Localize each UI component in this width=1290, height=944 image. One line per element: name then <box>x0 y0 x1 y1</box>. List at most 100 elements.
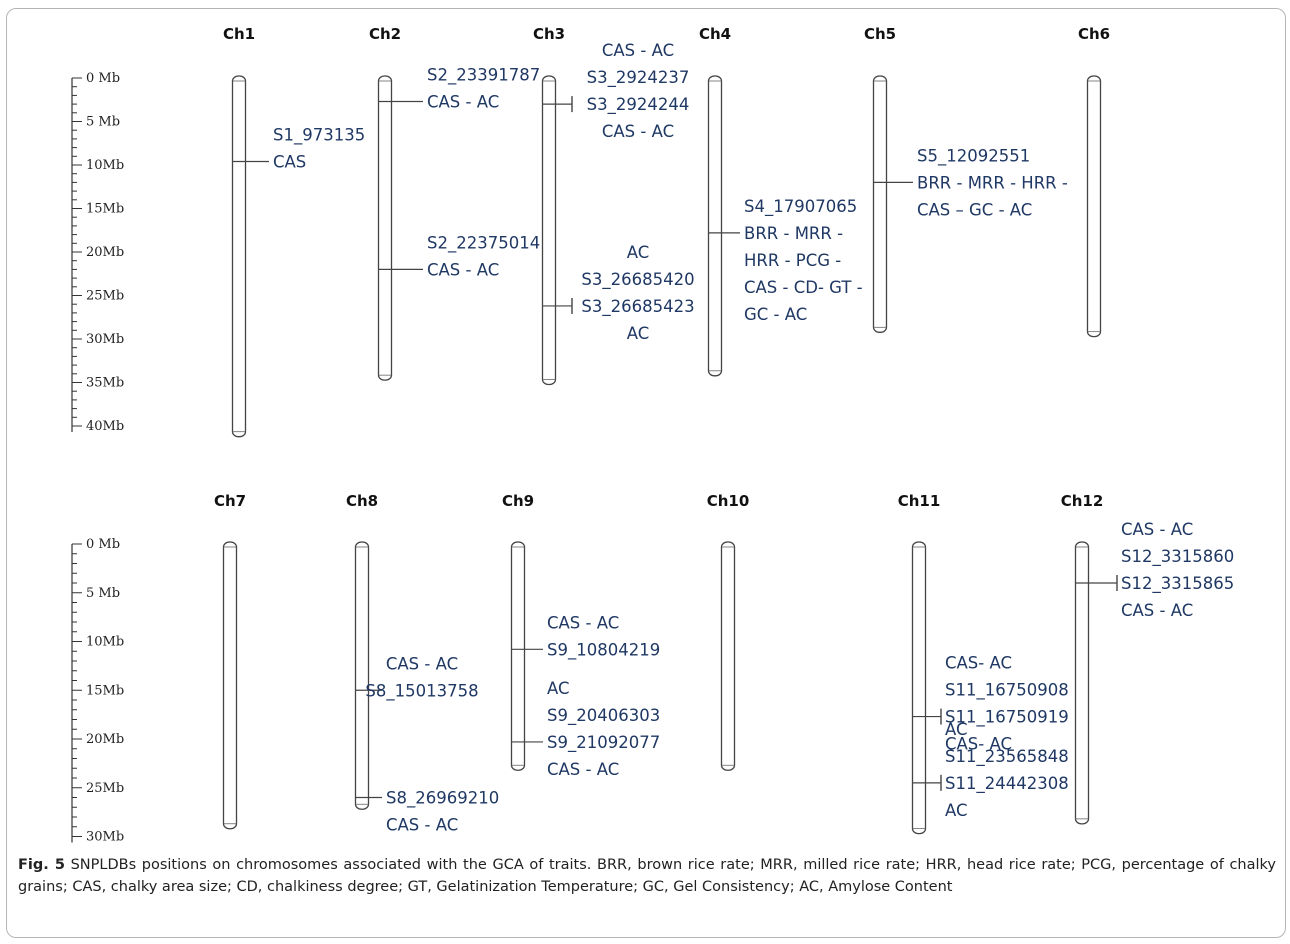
chromosome-body <box>1074 541 1090 825</box>
chromosome-label: Ch5 <box>864 25 896 43</box>
scale-label: 30Mb <box>86 830 124 845</box>
marker-text: AC <box>627 324 650 343</box>
chromosome-ch4: Ch4 <box>699 25 731 377</box>
scale-label: 30Mb <box>86 332 124 347</box>
marker-text: S3_2924244 <box>587 95 690 115</box>
marker-text: S12_3315865 <box>1121 574 1234 594</box>
marker-text: S11_16750908 <box>945 681 1069 701</box>
chromosome-ch7: Ch7 <box>214 492 246 830</box>
marker-10: AC S9_20406303 S9_21092077 CAS - AC <box>511 679 660 779</box>
chromosome-label: Ch3 <box>533 25 565 43</box>
marker-6: S5_12092551 BRR - MRR - HRR - CAS – GC - A… <box>873 146 1068 219</box>
marker-text: S2_23391787 <box>427 65 540 85</box>
marker-text: S3_2924237 <box>587 68 690 88</box>
marker-12: AC S11_23565848 S11_24442308 AC <box>912 720 1069 820</box>
marker-11: CAS- AC S11_16750908 S11_16750919 CAS- AC <box>912 654 1069 754</box>
marker-5: S4_17907065 BRR - MRR - HRR - PCG - CAS - C… <box>708 197 863 324</box>
marker-text: S8_26969210 <box>386 789 499 809</box>
marker-text: GC - AC <box>744 305 807 324</box>
chromosome-label: Ch9 <box>502 492 534 510</box>
scale-label: 5 Mb <box>86 115 120 130</box>
chromosome-ch12: Ch12 <box>1061 492 1104 825</box>
marker-text: CAS - AC <box>386 816 458 835</box>
marker-text: S8_15013758 <box>365 681 478 701</box>
marker-text: CAS - AC <box>547 613 619 632</box>
chromosome-map: 0 Mb 5 Mb 10Mb 15Mb 20Mb 25Mb 30Mb 35Mb 40Mb 0 Mb… <box>71 25 1234 845</box>
scale-label: 20Mb <box>86 245 124 260</box>
scale-label: 35Mb <box>86 376 124 391</box>
chromosome-label: Ch4 <box>699 25 731 43</box>
scale-label: 0 Mb <box>86 537 120 552</box>
marker-text: S9_20406303 <box>547 706 660 726</box>
marker-text: AC <box>945 801 968 820</box>
chromosome-body <box>720 541 736 771</box>
scale-label: 20Mb <box>86 732 124 747</box>
marker-text: S2_22375014 <box>427 233 540 253</box>
chromosome-ch10: Ch10 <box>707 492 750 771</box>
chromosome-body <box>1086 75 1102 338</box>
marker-8: S8_26969210 CAS - AC <box>355 789 499 835</box>
marker-text: CAS - AC <box>602 41 674 60</box>
scale-label: 0 Mb <box>86 71 120 86</box>
marker-text: CAS - AC <box>1121 520 1193 539</box>
chromosome-label: Ch1 <box>223 25 255 43</box>
marker-text: S12_3315860 <box>1121 547 1234 567</box>
marker-text: CAS - AC <box>547 760 619 779</box>
marker-text: S3_26685423 <box>581 297 694 317</box>
chromosome-body <box>354 541 370 810</box>
scale-label: 10Mb <box>86 158 124 173</box>
marker-text: S9_21092077 <box>547 733 660 753</box>
marker-text: BRR - MRR - <box>744 224 843 243</box>
marker-text: CAS <box>273 153 306 172</box>
chromosome-body <box>541 75 557 386</box>
marker-text: S11_23565848 <box>945 747 1069 767</box>
marker-text: CAS - AC <box>427 260 499 279</box>
figure-caption: Fig. 5 SNPLDBs positions on chromosomes … <box>18 854 1276 898</box>
marker-text: AC <box>945 720 968 739</box>
marker-text: S3_26685420 <box>581 270 694 290</box>
chromosome-body <box>231 75 247 438</box>
scale-label: 15Mb <box>86 202 124 217</box>
marker-text: BRR - MRR - HRR - <box>917 173 1068 192</box>
chromosome-ch1: Ch1 <box>223 25 255 438</box>
chromosome-body <box>707 75 723 377</box>
chromosome-body <box>222 541 238 830</box>
scale-label: 5 Mb <box>86 586 120 601</box>
scale-label: 25Mb <box>86 289 124 304</box>
marker-9: CAS - AC S9_10804219 <box>511 613 660 660</box>
marker-2: S2_22375014 CAS - AC <box>378 233 540 279</box>
chromosome-ch8: Ch8 <box>346 492 378 810</box>
marker-text: S5_12092551 <box>917 146 1030 166</box>
marker-4: AC S3_26685420 S3_26685423 AC <box>542 243 695 343</box>
chromosome-body <box>911 541 927 835</box>
marker-text: CAS - AC <box>386 654 458 673</box>
chromosome-ch9: Ch9 <box>502 492 534 771</box>
marker-text: HRR - PCG - <box>744 251 841 270</box>
scale-label: 10Mb <box>86 635 124 650</box>
marker-3: CAS - AC S3_2924237 S3_2924244 CAS - AC <box>542 41 690 141</box>
chromosome-body <box>872 75 888 333</box>
chromosome-label: Ch2 <box>369 25 401 43</box>
chromosome-ch3: Ch3 <box>533 25 565 386</box>
scale-bottom: 0 Mb 5 Mb 10Mb 15Mb 20Mb 25Mb 30Mb <box>71 537 124 845</box>
marker-text: S9_10804219 <box>547 640 660 660</box>
chromosome-label: Ch6 <box>1078 25 1110 43</box>
chromosome-ch5: Ch5 <box>864 25 896 333</box>
marker-text: S11_24442308 <box>945 774 1069 794</box>
marker-text: CAS - AC <box>427 92 499 111</box>
chromosome-label: Ch12 <box>1061 492 1104 510</box>
figure-frame <box>6 8 1286 938</box>
marker-text: CAS - AC <box>1121 601 1193 620</box>
chromosome-body <box>377 75 393 381</box>
marker-13: CAS - AC S12_3315860 S12_3315865 CAS - AC <box>1075 520 1234 620</box>
marker-text: CAS - AC <box>602 122 674 141</box>
scale-label: 40Mb <box>86 419 124 434</box>
chromosome-label: Ch10 <box>707 492 750 510</box>
marker-7: CAS - AC S8_15013758 <box>355 654 479 701</box>
chromosome-body <box>510 541 526 771</box>
marker-1: S2_23391787 CAS - AC <box>378 65 540 111</box>
scale-label: 25Mb <box>86 781 124 796</box>
marker-0: S1_973135 CAS <box>232 126 365 172</box>
marker-text: S11_16750919 <box>945 708 1069 728</box>
